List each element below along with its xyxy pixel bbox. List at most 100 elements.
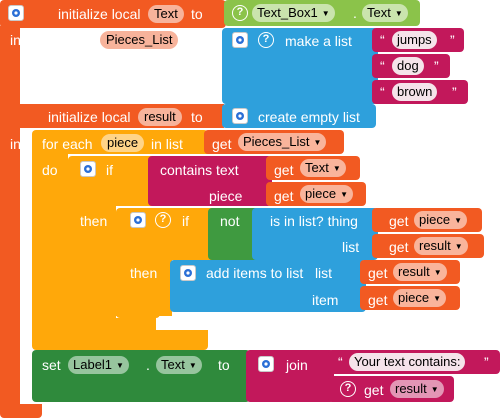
chevron-down-icon: ▼ (332, 163, 341, 173)
list-param-label: list (342, 239, 360, 255)
chevron-down-icon: ▼ (454, 215, 462, 225)
var-name: piece (419, 212, 451, 227)
in-list-label: in list (151, 136, 183, 152)
init-local-block-body (0, 26, 20, 414)
dot-label: . (146, 357, 150, 373)
join-label: join (286, 357, 308, 373)
close-quote: ” (434, 58, 439, 74)
get-label: get (368, 292, 388, 308)
init-label: initialize local (48, 109, 131, 125)
set-label: set (42, 357, 61, 373)
get-label: get (274, 188, 294, 204)
string-value[interactable]: dog (392, 57, 424, 75)
do-label: do (42, 162, 58, 178)
var-name: result (395, 381, 427, 396)
contains-block[interactable] (148, 156, 272, 206)
add-items-label: add items to list list (206, 265, 332, 281)
chevron-down-icon: ▼ (433, 293, 441, 303)
var-dropdown[interactable]: result ▼ (414, 237, 468, 255)
init-label: initialize local (10, 32, 93, 48)
close-quote: ” (452, 84, 457, 100)
item-param-label: item (312, 292, 339, 308)
component-dropdown[interactable]: Text_Box1 ▼ (252, 4, 335, 22)
then-label: then (80, 213, 108, 229)
init-local-text-block[interactable] (0, 0, 226, 28)
make-a-list-block[interactable] (222, 28, 378, 104)
var-name: Text (305, 160, 329, 175)
help-icon[interactable]: ? (232, 5, 248, 21)
is-in-list-block[interactable] (252, 208, 378, 260)
var-dropdown[interactable]: result ▼ (393, 263, 447, 281)
init-label: initialize local (58, 6, 141, 22)
help-icon[interactable]: ? (258, 32, 274, 48)
property-name: Text (161, 357, 185, 372)
var-name-text[interactable]: Text (148, 5, 184, 23)
get-label: get (389, 239, 409, 255)
help-icon[interactable]: ? (340, 381, 356, 397)
var-name: result (419, 238, 451, 253)
var-dropdown[interactable]: result ▼ (390, 380, 444, 398)
set-to-label: to (218, 357, 230, 373)
open-quote: “ (380, 32, 385, 48)
var-name: piece (398, 290, 430, 305)
for-each-bottom (32, 330, 208, 350)
string-value[interactable]: brown (392, 83, 438, 101)
init-to-label: to (191, 109, 203, 125)
string-value[interactable]: Your text contains: (349, 353, 466, 371)
var-dropdown[interactable]: Text ▼ (300, 159, 346, 177)
mutator-gear-icon[interactable] (180, 265, 196, 281)
help-icon[interactable]: ? (155, 212, 171, 228)
piece-param-label: piece (209, 188, 243, 204)
then-label: then (130, 265, 158, 281)
chevron-down-icon: ▼ (116, 360, 124, 370)
property-dropdown[interactable]: Text ▼ (156, 356, 202, 374)
mutator-gear-icon[interactable] (8, 5, 24, 21)
get-label: get (389, 213, 409, 229)
var-dropdown[interactable]: piece ▼ (393, 289, 446, 307)
mutator-gear-icon[interactable] (258, 356, 274, 372)
is-in-list-label: is in list? thing (270, 213, 358, 229)
string-value[interactable]: jumps (392, 31, 437, 49)
chevron-down-icon: ▼ (454, 241, 463, 251)
for-each-label: for each (42, 136, 93, 152)
component-name: Label1 (73, 357, 113, 372)
chevron-down-icon: ▼ (433, 267, 442, 277)
var-name-piece[interactable]: piece (101, 134, 145, 152)
dot-label: . (353, 5, 357, 21)
if-block-body (68, 204, 116, 334)
add-items-word: add items to list (206, 265, 304, 281)
var-name-result[interactable]: result (138, 108, 182, 126)
if-block-bottom (68, 318, 156, 334)
mutator-gear-icon[interactable] (130, 212, 146, 228)
mutator-gear-icon[interactable] (232, 108, 248, 124)
close-quote: ” (450, 32, 455, 48)
get-label: get (364, 382, 384, 398)
if-block-bottom (116, 306, 160, 318)
get-label: get (274, 162, 294, 178)
property-dropdown[interactable]: Text ▼ (362, 4, 408, 22)
chevron-down-icon: ▼ (340, 189, 348, 199)
mutator-gear-icon[interactable] (80, 161, 96, 177)
var-name-pieces-list[interactable]: Pieces_List (100, 31, 179, 49)
chevron-down-icon: ▼ (313, 137, 322, 147)
open-quote: “ (380, 84, 385, 100)
mutator-gear-icon[interactable] (232, 32, 248, 48)
close-quote: ” (484, 354, 489, 370)
var-dropdown[interactable]: Pieces_List ▼ (238, 133, 327, 151)
var-name: Pieces_List (243, 134, 310, 149)
var-dropdown[interactable]: piece ▼ (300, 185, 353, 203)
chevron-down-icon: ▼ (394, 8, 403, 18)
add-items-to-list-block[interactable] (170, 260, 366, 312)
open-quote: “ (380, 58, 385, 74)
var-name: piece (305, 186, 337, 201)
if-label: if (182, 213, 189, 229)
in-label: in (10, 136, 21, 152)
get-label: get (368, 265, 388, 281)
chevron-down-icon: ▼ (430, 384, 439, 394)
init-to-label: to (191, 32, 203, 48)
not-label: not (220, 213, 240, 229)
set-label-text-block[interactable] (32, 350, 250, 402)
component-dropdown[interactable]: Label1 ▼ (68, 356, 129, 374)
init-local-result-block[interactable] (18, 104, 224, 128)
var-dropdown[interactable]: piece ▼ (414, 211, 467, 229)
